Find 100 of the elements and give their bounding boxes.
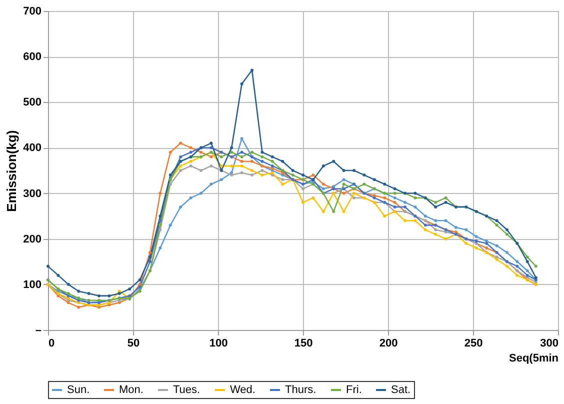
point — [404, 200, 406, 204]
legend-label: Sun. — [67, 384, 90, 396]
point — [179, 164, 182, 168]
x-tick-label: 150 — [294, 338, 313, 350]
point — [220, 155, 223, 158]
point — [516, 274, 519, 277]
point — [322, 164, 325, 168]
point — [230, 150, 234, 154]
point — [250, 160, 254, 163]
legend-label: Thurs. — [285, 384, 316, 396]
point — [189, 164, 192, 168]
point — [526, 260, 529, 264]
point — [66, 282, 70, 286]
point — [210, 182, 213, 186]
y-tick-label: 500 — [23, 96, 42, 109]
point — [270, 164, 274, 168]
point — [393, 192, 396, 195]
line-series — [46, 68, 538, 298]
point — [404, 219, 406, 222]
point — [87, 292, 90, 296]
point — [444, 237, 448, 240]
point — [200, 150, 202, 154]
point — [414, 219, 417, 222]
point — [158, 192, 162, 195]
point — [322, 182, 325, 186]
x-tick-label: 250 — [464, 338, 483, 350]
point — [168, 174, 172, 177]
point — [179, 169, 182, 172]
point — [383, 214, 386, 218]
point — [516, 264, 519, 268]
point — [434, 232, 438, 236]
legend-label: Mon. — [119, 384, 144, 396]
point — [168, 150, 172, 154]
point — [281, 178, 284, 182]
point — [189, 146, 192, 150]
point — [474, 235, 478, 238]
point — [322, 187, 325, 190]
y-tick-label: 300 — [23, 188, 42, 200]
point — [98, 294, 100, 298]
point — [158, 228, 162, 232]
point — [210, 146, 213, 150]
point — [281, 160, 284, 163]
point — [148, 260, 152, 264]
point — [108, 294, 111, 298]
point — [77, 306, 80, 309]
point — [128, 287, 132, 290]
point — [291, 174, 294, 177]
point — [526, 274, 529, 277]
point — [46, 264, 50, 268]
point — [444, 200, 448, 204]
point — [372, 178, 376, 182]
point — [526, 269, 529, 272]
point — [220, 178, 223, 182]
point — [414, 196, 417, 200]
point — [260, 160, 264, 163]
y-tick-label: 200 — [23, 233, 42, 246]
point — [414, 192, 417, 195]
point — [383, 182, 386, 186]
point — [506, 228, 508, 232]
point — [342, 192, 346, 195]
point — [332, 184, 336, 188]
y-tick-label: 100 — [23, 278, 42, 291]
point — [534, 264, 538, 268]
point — [77, 290, 80, 293]
point — [424, 228, 427, 232]
point — [291, 169, 294, 172]
point — [240, 160, 244, 163]
point — [281, 182, 284, 186]
point — [506, 264, 508, 268]
point — [312, 174, 315, 177]
point — [434, 200, 438, 204]
legend-label: Sat. — [391, 384, 411, 396]
point — [260, 155, 264, 158]
y-tick-label: 400 — [23, 142, 42, 154]
point — [383, 196, 386, 200]
point — [118, 292, 121, 296]
legend-label: Wed. — [230, 384, 256, 396]
point — [495, 219, 498, 222]
point — [240, 137, 244, 140]
legend-label: Fri. — [346, 384, 362, 396]
x-tick-label: 300 — [540, 338, 558, 350]
point — [270, 160, 274, 163]
point — [138, 278, 142, 282]
y-axis-title: Emission(kg) — [4, 130, 20, 212]
point — [240, 164, 244, 168]
point — [270, 155, 274, 158]
point — [281, 174, 284, 177]
point — [240, 155, 244, 158]
point — [179, 142, 182, 145]
point — [474, 246, 478, 250]
x-tick-label: 50 — [127, 338, 140, 350]
point — [210, 155, 213, 158]
point — [495, 244, 498, 248]
x-tick-label: 200 — [379, 338, 398, 350]
point — [179, 155, 182, 158]
point — [270, 171, 274, 174]
x-axis-title: Seq(5min — [508, 352, 559, 364]
point — [414, 205, 417, 208]
point — [516, 260, 519, 264]
point — [260, 150, 264, 154]
